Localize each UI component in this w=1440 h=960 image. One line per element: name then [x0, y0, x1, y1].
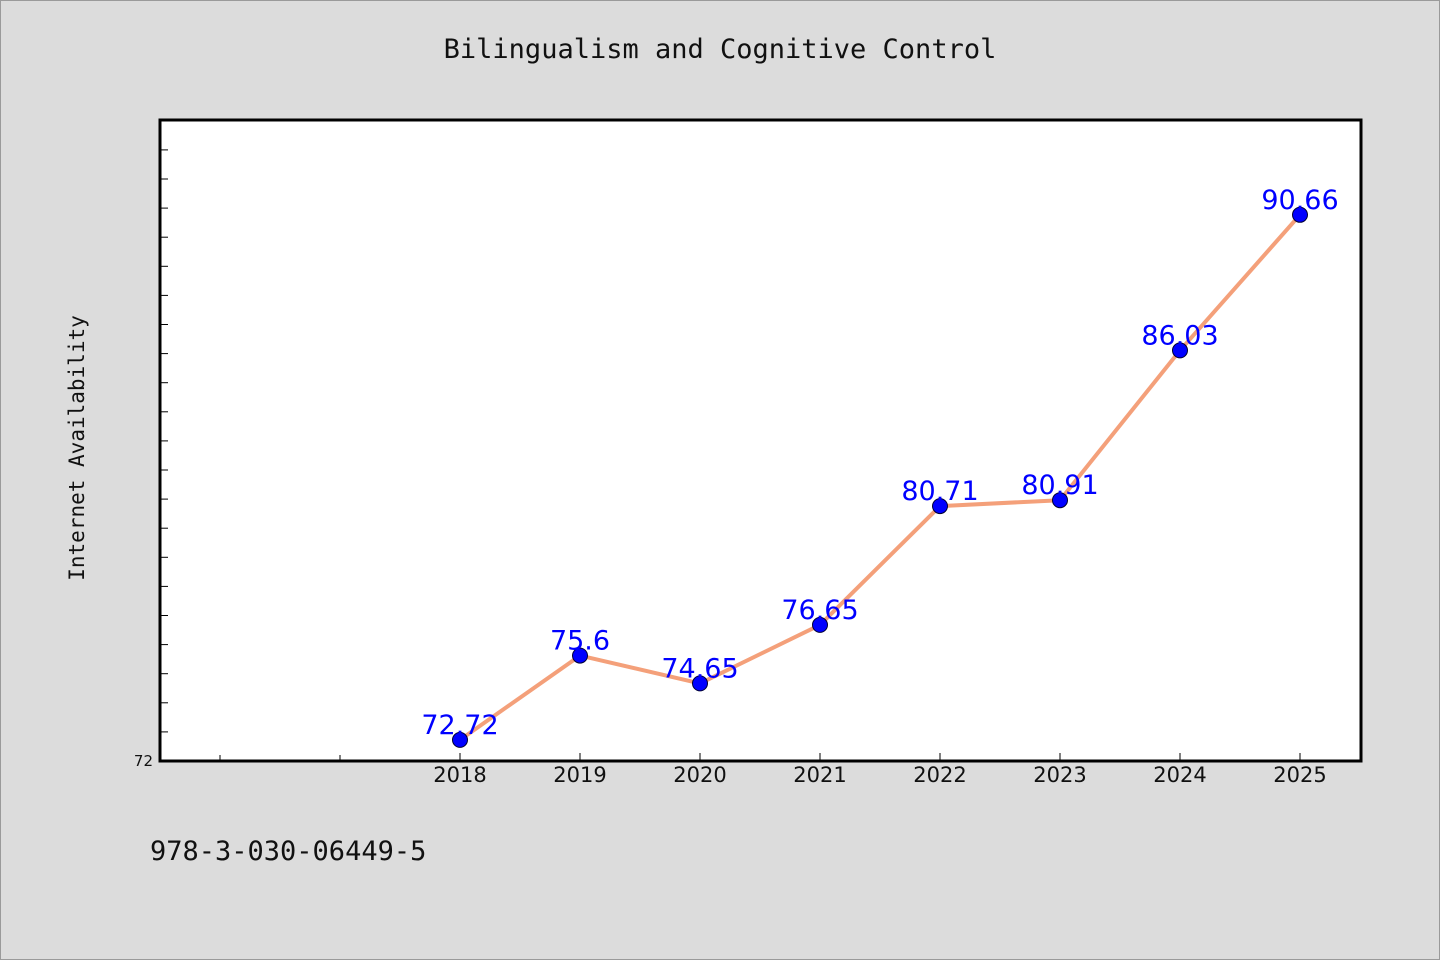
data-points: [452, 206, 1308, 748]
data-point: [1172, 342, 1188, 359]
data-labels: 72.72 75.6 74.65 76.65 80.71 80.91 86.03 90.66: [421, 185, 1338, 741]
data-point: [572, 647, 588, 664]
data-label: 86.03: [1141, 320, 1218, 351]
isbn-footer: 978-3-030-06449-5: [150, 836, 427, 867]
x-tick-label: 2025: [1273, 763, 1326, 787]
x-tick-label: 2020: [673, 763, 726, 787]
x-axis-ticks: 2018 2019 2020 2021 2022 2023 2024 2025: [219, 753, 1327, 787]
data-label: 75.6: [550, 626, 610, 657]
data-point: [812, 616, 828, 633]
x-tick-label: 2023: [1033, 763, 1086, 787]
data-label: 80.91: [1021, 470, 1098, 501]
data-label: 72.72: [421, 710, 498, 741]
data-point: [1292, 206, 1308, 223]
data-point: [932, 498, 948, 515]
data-point: [1052, 492, 1068, 509]
data-label: 76.65: [781, 595, 858, 626]
y-tick-label: 72: [134, 752, 153, 770]
data-point: [692, 675, 708, 692]
x-tick-label: 2018: [433, 763, 486, 787]
chart-title: Bilingualism and Cognitive Control: [443, 34, 997, 65]
x-tick-label: 2021: [793, 763, 846, 787]
y-axis-ticks: 72: [134, 149, 168, 770]
data-label: 80.71: [901, 476, 978, 507]
data-label: 74.65: [661, 653, 738, 684]
series-line: [458, 213, 1302, 742]
data-label: 90.66: [1261, 185, 1338, 216]
data-point: [452, 731, 468, 748]
x-tick-label: 2024: [1153, 763, 1206, 787]
plot-area: [158, 118, 1363, 763]
x-tick-label: 2022: [913, 763, 966, 787]
x-tick-label: 2019: [553, 763, 606, 787]
